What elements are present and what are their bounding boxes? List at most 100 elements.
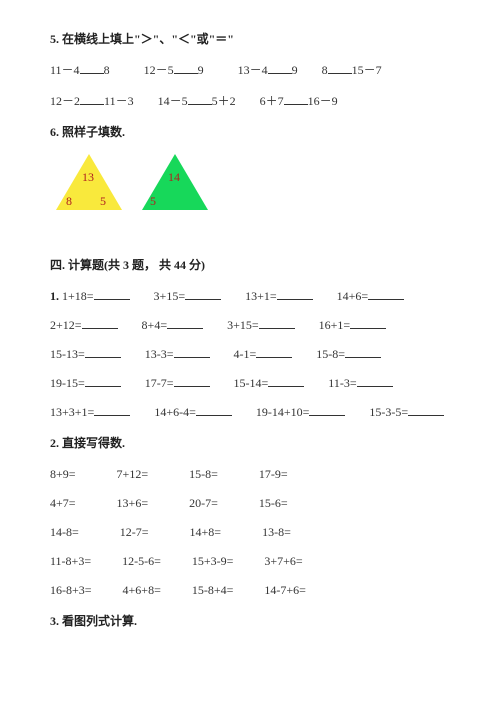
blank	[284, 92, 308, 105]
triangle-figure: 13 8 5 14 5	[50, 154, 450, 222]
expr: 19-14+10=	[256, 405, 310, 419]
blank	[174, 61, 198, 74]
expr: 4-1=	[234, 347, 257, 361]
expr: 3+15=	[154, 289, 186, 303]
q41-row1: 2+12= 8+4= 3+15= 16+1=	[50, 316, 450, 334]
q6-title: 6. 照样子填数.	[50, 123, 450, 141]
expr: 8	[104, 63, 110, 77]
blank	[196, 403, 232, 416]
expr: 12－5	[144, 63, 174, 77]
q42-row3: 11-8+3= 12-5-6= 15+3-9= 3+7+6=	[50, 552, 450, 570]
expr: 16－9	[308, 94, 338, 108]
expr: 13+3+1=	[50, 405, 94, 419]
expr: 13－4	[238, 63, 268, 77]
blank	[94, 403, 130, 416]
expr: 7+12=	[117, 467, 149, 481]
expr: 13+1=	[245, 289, 277, 303]
expr: 12-5-6=	[122, 554, 161, 568]
tri1-left: 8	[66, 194, 72, 209]
blank	[82, 316, 118, 329]
q42-title: 2. 直接写得数.	[50, 434, 450, 452]
expr: 5＋2	[212, 94, 236, 108]
blank	[174, 374, 210, 387]
blank	[345, 345, 381, 358]
blank	[259, 316, 295, 329]
expr: 4+7=	[50, 496, 76, 510]
expr: 9	[198, 63, 204, 77]
tri2-top: 14	[168, 170, 180, 185]
blank	[188, 92, 212, 105]
blank	[309, 403, 345, 416]
q42-row4: 16-8+3= 4+6+8= 15-8+4= 14-7+6=	[50, 581, 450, 599]
blank	[256, 345, 292, 358]
tri1-top: 13	[82, 170, 94, 185]
blank	[85, 374, 121, 387]
q5-title: 5. 在横线上填上"＞"、"＜"或"＝"	[50, 30, 450, 48]
blank	[277, 287, 313, 300]
expr: 3+7+6=	[264, 554, 302, 568]
blank	[80, 92, 104, 105]
expr: 13-3=	[145, 347, 174, 361]
expr: 8+9=	[50, 467, 76, 481]
expr: 20-7=	[189, 496, 218, 510]
tri2-left: 5	[150, 194, 156, 209]
blank	[268, 374, 304, 387]
expr: 17-7=	[145, 376, 174, 390]
expr: 6＋7	[260, 94, 284, 108]
expr: 15-14=	[234, 376, 269, 390]
blank	[328, 61, 352, 74]
expr: 15-8=	[316, 347, 345, 361]
blank	[268, 61, 292, 74]
expr: 17-9=	[259, 467, 288, 481]
blank	[167, 316, 203, 329]
blank	[174, 345, 210, 358]
expr: 11－4	[50, 63, 80, 77]
q41-num: 1.	[50, 289, 59, 303]
q41-row3: 19-15= 17-7= 15-14= 11-3=	[50, 374, 450, 392]
q42-row1: 4+7= 13+6= 20-7= 15-6=	[50, 494, 450, 512]
expr: 8+4=	[142, 318, 168, 332]
expr: 15－7	[352, 63, 382, 77]
expr: 9	[292, 63, 298, 77]
expr: 11－3	[104, 94, 134, 108]
expr: 3+15=	[227, 318, 259, 332]
expr: 11-8+3=	[50, 554, 91, 568]
page-content: 5. 在横线上填上"＞"、"＜"或"＝" 11－4 8 12－5 9 13－4 9 8…	[0, 0, 500, 673]
expr: 16-8+3=	[50, 583, 92, 597]
q42-row0: 8+9= 7+12= 15-8= 17-9=	[50, 465, 450, 483]
expr: 15-8+4=	[192, 583, 234, 597]
q5-row1: 11－48 12－59 13－49 815－7	[50, 61, 450, 79]
blank	[357, 374, 393, 387]
q43-title: 3. 看图列式计算.	[50, 612, 450, 630]
blank	[94, 287, 130, 300]
expr: 12-7=	[120, 525, 149, 539]
tri1-right: 5	[100, 194, 106, 209]
expr: 14－5	[158, 94, 188, 108]
expr: 11-3=	[328, 376, 356, 390]
q41-row2: 15-13= 13-3= 4-1= 15-8=	[50, 345, 450, 363]
blank	[368, 287, 404, 300]
expr: 1+18=	[62, 289, 94, 303]
expr: 12－2	[50, 94, 80, 108]
expr: 15-6=	[259, 496, 288, 510]
q42-row2: 14-8= 12-7= 14+8= 13-8=	[50, 523, 450, 541]
expr: 13+6=	[117, 496, 149, 510]
expr: 19-15=	[50, 376, 85, 390]
expr: 15-13=	[50, 347, 85, 361]
expr: 13-8=	[262, 525, 291, 539]
blank	[185, 287, 221, 300]
expr: 15+3-9=	[192, 554, 234, 568]
blank	[408, 403, 444, 416]
expr: 4+6+8=	[123, 583, 161, 597]
expr: 14+6=	[337, 289, 369, 303]
expr: 2+12=	[50, 318, 82, 332]
blank	[80, 61, 104, 74]
expr: 16+1=	[319, 318, 351, 332]
q41-row0: 1. 1+18= 3+15= 13+1= 14+6=	[50, 287, 450, 305]
blank	[85, 345, 121, 358]
expr: 14+6-4=	[154, 405, 196, 419]
q5-row2: 12－2 11－3 14－5 5＋2 6＋7 16－9	[50, 92, 450, 110]
expr: 15-8=	[189, 467, 218, 481]
expr: 14-8=	[50, 525, 79, 539]
section4-heading: 四. 计算题(共 3 题， 共 44 分)	[50, 256, 450, 274]
